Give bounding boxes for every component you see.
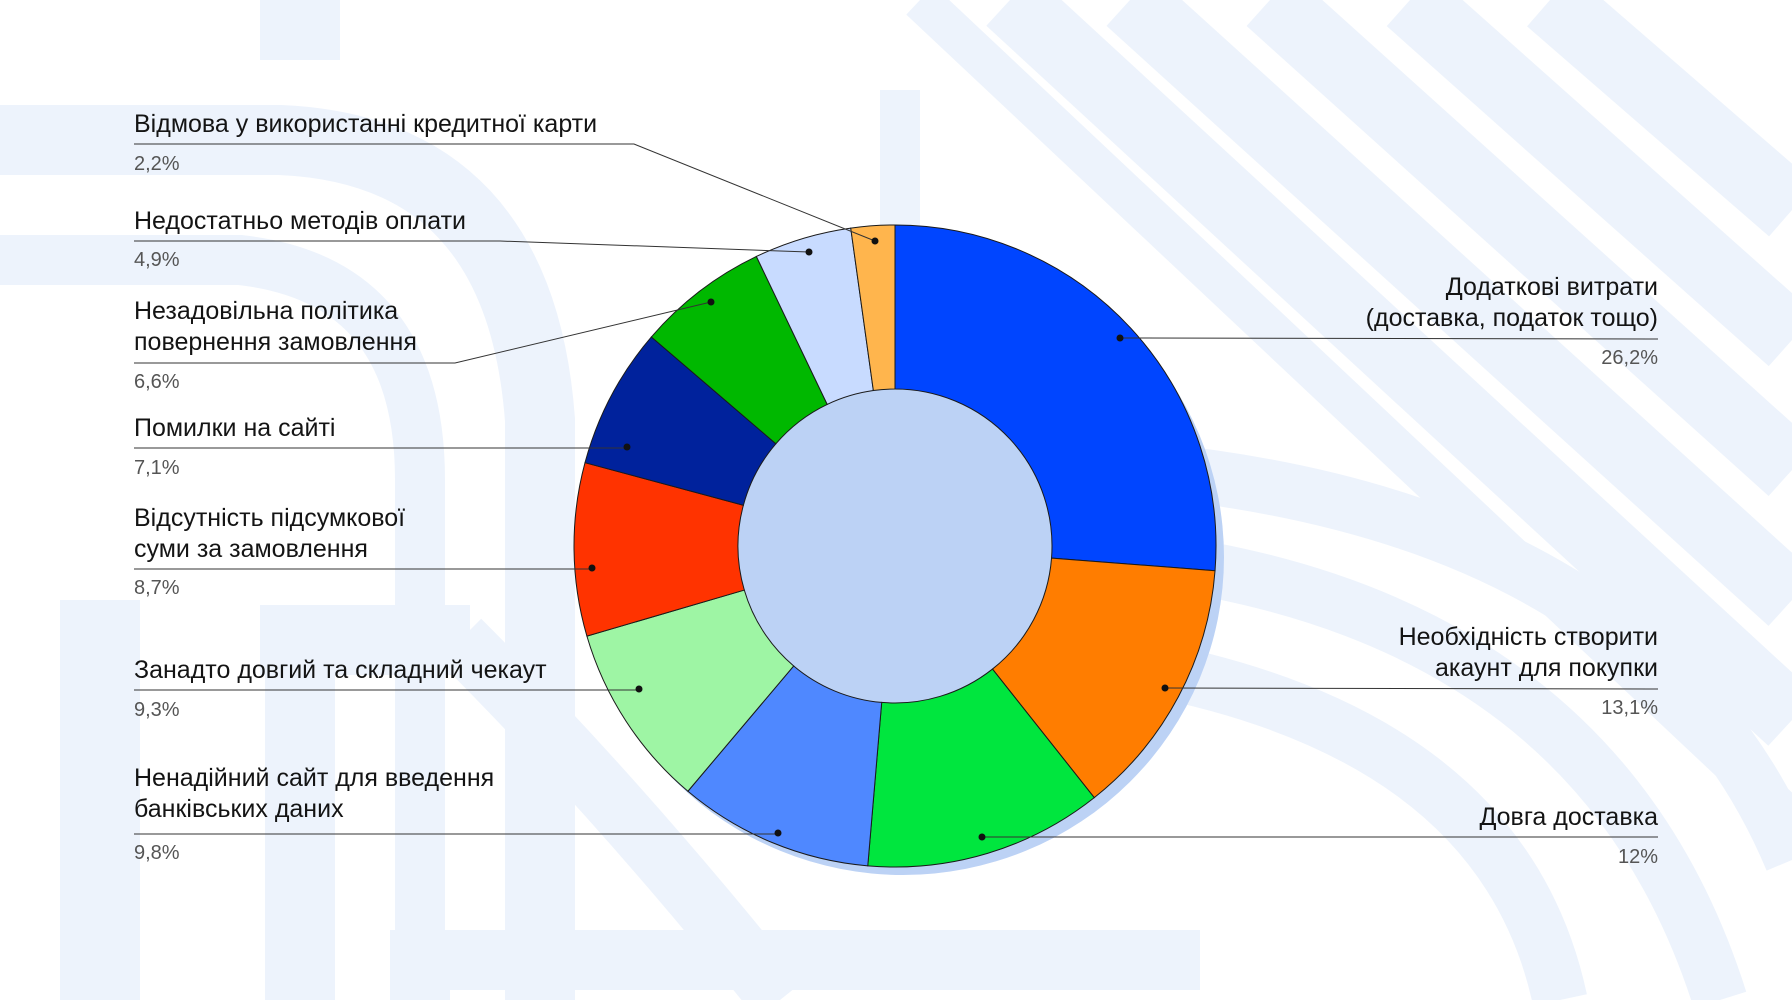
leader-dot-8 <box>707 298 715 306</box>
slice-label-line1: Помилки на сайті <box>134 414 336 442</box>
slice-3 <box>867 668 1095 868</box>
leader-dot-10 <box>871 237 879 245</box>
slice-label-6: Відсутність підсумкової суми за замовленн… <box>134 503 405 565</box>
slice-label-line1: Довга доставка <box>1479 803 1658 831</box>
leader-line-1 <box>1119 337 1659 340</box>
slice-percent-7: 7,1% <box>134 457 180 479</box>
slice-label-line1: Відсутність підсумкової <box>134 504 406 532</box>
slice-percent-1: 26,2% <box>1601 347 1658 369</box>
slice-label-line1: Ненадійний сайт для введення <box>134 764 495 792</box>
slice-label-line1: Необхідність створити <box>1398 623 1658 651</box>
leader-dot-4 <box>774 829 782 837</box>
slice-label-5: Занадто довгий та складний чекаут <box>134 655 547 686</box>
leader-dot-3 <box>978 833 986 841</box>
slice-percent-3: 12% <box>1617 846 1658 868</box>
slice-percent-5: 9,3% <box>134 699 180 721</box>
leader-dot-5 <box>635 685 643 693</box>
slice-label-4: Ненадійний сайт для введення банківських … <box>134 763 494 825</box>
leader-dot-7 <box>623 443 631 451</box>
slice-label-2: Необхідність створити акаунт для покупки <box>1399 622 1658 684</box>
slice-label-line1: Відмова у використанні кредитної карти <box>134 110 598 138</box>
leader-dot-1 <box>1116 334 1124 342</box>
slice-label-line2: (доставка, податок тощо) <box>1365 304 1658 332</box>
slice-2 <box>991 557 1216 799</box>
leader-line-9 <box>134 240 810 253</box>
slice-1 <box>894 224 1217 572</box>
slice-label-8: Незадовільна політика повернення замовлен… <box>134 296 417 358</box>
slice-label-line1: Недостатньо методів оплати <box>134 207 467 235</box>
slice-label-3: Довга доставка <box>1479 802 1658 833</box>
slice-percent-10: 2,2% <box>134 153 180 175</box>
slice-percent-2: 13,1% <box>1601 697 1658 719</box>
leader-dot-9 <box>805 248 813 256</box>
leader-line-8 <box>134 301 712 364</box>
slice-10 <box>850 224 896 392</box>
leader-line-10 <box>134 143 876 242</box>
slice-percent-4: 9,8% <box>134 842 180 864</box>
leader-dot-2 <box>1161 684 1169 692</box>
slice-label-line2: акаунт для покупки <box>1435 654 1658 682</box>
slice-label-7: Помилки на сайті <box>134 413 336 444</box>
slice-label-line1: Додаткові витрати <box>1445 273 1658 301</box>
slice-label-9: Недостатньо методів оплати <box>134 206 466 237</box>
slice-percent-8: 6,6% <box>134 371 180 393</box>
slice-percent-9: 4,9% <box>134 249 180 271</box>
leader-dot-6 <box>588 564 596 572</box>
slice-percent-6: 8,7% <box>134 577 180 599</box>
slice-label-line2: суми за замовлення <box>134 535 368 563</box>
slice-label-10: Відмова у використанні кредитної карти <box>134 109 597 140</box>
slice-label-line1: Занадто довгий та складний чекаут <box>134 656 547 684</box>
slice-label-line2: банківських даних <box>134 795 344 823</box>
leader-line-2 <box>1164 687 1659 690</box>
slice-label-line2: повернення замовлення <box>134 328 417 356</box>
slice-label-line1: Незадовільна політика <box>134 297 399 325</box>
slice-label-1: Додаткові витрати (доставка, податок тощо… <box>1366 272 1658 334</box>
